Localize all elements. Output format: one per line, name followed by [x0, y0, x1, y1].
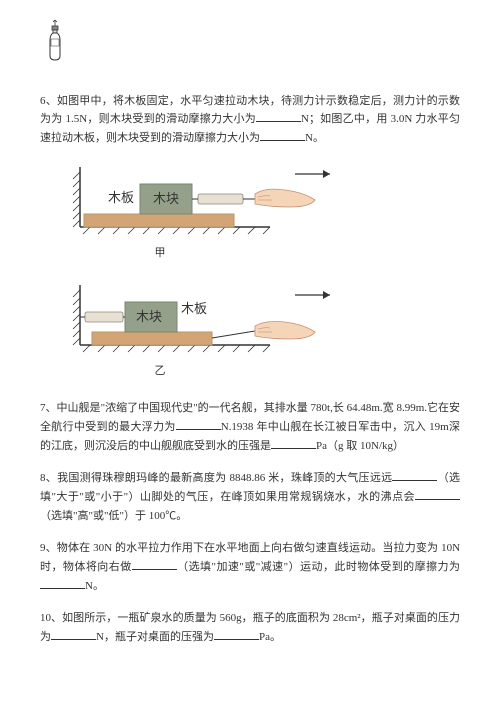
- q8-value1: 8848.86: [229, 472, 265, 484]
- q8-value2: 100℃: [149, 510, 177, 522]
- q8-text5: 。: [176, 510, 187, 522]
- q7-text1: 中山舰是"浓缩了中国现代史"的一代名舰，其排水量: [57, 402, 311, 414]
- q8-blank1: [392, 469, 437, 481]
- q10-text2: ，瓶子的底面积为: [242, 612, 333, 624]
- q6-blank2: [260, 129, 305, 141]
- q6-blank1: [256, 110, 301, 122]
- q10-text1: 如图所示，一瓶矿泉水的质量为: [62, 612, 219, 624]
- q9-text1: 物体在: [57, 542, 93, 554]
- q10-value1: 560g: [220, 612, 242, 624]
- q7-text2: ,长: [330, 402, 347, 414]
- q9-text4: （选填"加速"或"减速"）运动，此时物体受到的摩擦力为: [177, 561, 460, 573]
- q9-blank2: [40, 577, 85, 589]
- q10-blank2: [214, 628, 259, 640]
- diagram-yi: 木块 木板 乙: [70, 280, 460, 381]
- svg-text:木板: 木板: [181, 301, 207, 316]
- bottle-icon-container: [40, 20, 460, 72]
- q7-value3: 8.99m: [396, 402, 424, 414]
- q7-value4: 19m: [429, 421, 449, 433]
- q7-number: 7、: [40, 402, 57, 414]
- question-9: 9、物体在 30N 的水平拉力作用下在水平地面上向右做匀速直线运动。当拉力变为 …: [40, 539, 460, 595]
- q10-blank1: [51, 628, 96, 640]
- q8-number: 8、: [40, 472, 57, 484]
- question-8: 8、我国测得珠穆朗玛峰的最新高度为 8848.86 米，珠峰顶的大气压远远 （选填…: [40, 469, 460, 525]
- q7-value2: 64.48m: [347, 402, 380, 414]
- q10-text4: N，瓶子对桌面的压强为: [96, 631, 214, 643]
- q9-value1: 30N: [93, 542, 112, 554]
- q6-text2: ，则木块受到的滑动摩擦力大小为: [87, 113, 256, 125]
- diagram-section: 木板 木块 甲: [40, 162, 460, 381]
- q8-text2: 米，珠峰顶的大气压远远: [265, 472, 392, 484]
- question-7: 7、中山舰是"浓缩了中国现代史"的一代名舰，其排水量 780t,长 64.48m…: [40, 399, 460, 455]
- diagram-jia-label: 甲: [70, 244, 250, 263]
- svg-text:木块: 木块: [136, 309, 162, 324]
- diagram-yi-label: 乙: [70, 362, 250, 381]
- question-6: 6、如图甲中，将木板固定，水平匀速拉动木块，待测力计示数稳定后，测力计的示数为为…: [40, 92, 460, 148]
- q6-text5: N。: [305, 132, 324, 144]
- q8-text1: 我国测得珠穆朗玛峰的最新高度为: [57, 472, 229, 484]
- diagram-block-label: 木块: [153, 191, 179, 206]
- diagram-jia: 木板 木块 甲: [70, 162, 460, 263]
- q7-text7: Pa（g 取: [316, 440, 360, 452]
- question-10: 10、如图所示，一瓶矿泉水的质量为 560g，瓶子的底面积为 28cm²，瓶子对…: [40, 609, 460, 646]
- q6-text3: N；如图乙中，用: [301, 113, 391, 125]
- q7-blank1: [176, 418, 221, 430]
- q8-text4: （选填"高"或"低"）于: [40, 510, 149, 522]
- q9-text2: 的水平拉力作用下在水平地面上向右做匀速直线运动。当拉力变为: [112, 542, 441, 554]
- q7-text3: .宽: [380, 402, 397, 414]
- q7-text5: N.1938 年中山舰在长江被日军击中，沉入: [221, 421, 429, 433]
- q9-value2: 10N: [441, 542, 460, 554]
- q10-value2: 28cm²: [333, 612, 361, 624]
- q10-text5: Pa。: [259, 631, 281, 643]
- q7-value5: 10N/kg: [360, 440, 393, 452]
- q8-blank2: [415, 488, 460, 500]
- q6-value2: 3.0N: [391, 113, 413, 125]
- q9-blank1: [132, 558, 177, 570]
- diagram-board-label: 木板: [108, 190, 134, 205]
- q9-text3: 时，物体将向右做: [40, 561, 132, 573]
- bottle-icon: [40, 20, 70, 65]
- q9-text5: N。: [85, 580, 104, 592]
- q7-text8: ）: [393, 440, 404, 452]
- q6-value1: 1.5N: [65, 113, 87, 125]
- q6-number: 6、: [40, 95, 57, 107]
- q7-value1: 780t: [311, 402, 331, 414]
- q7-blank2: [271, 437, 316, 449]
- q10-number: 10、: [40, 612, 62, 624]
- q9-number: 9、: [40, 542, 57, 554]
